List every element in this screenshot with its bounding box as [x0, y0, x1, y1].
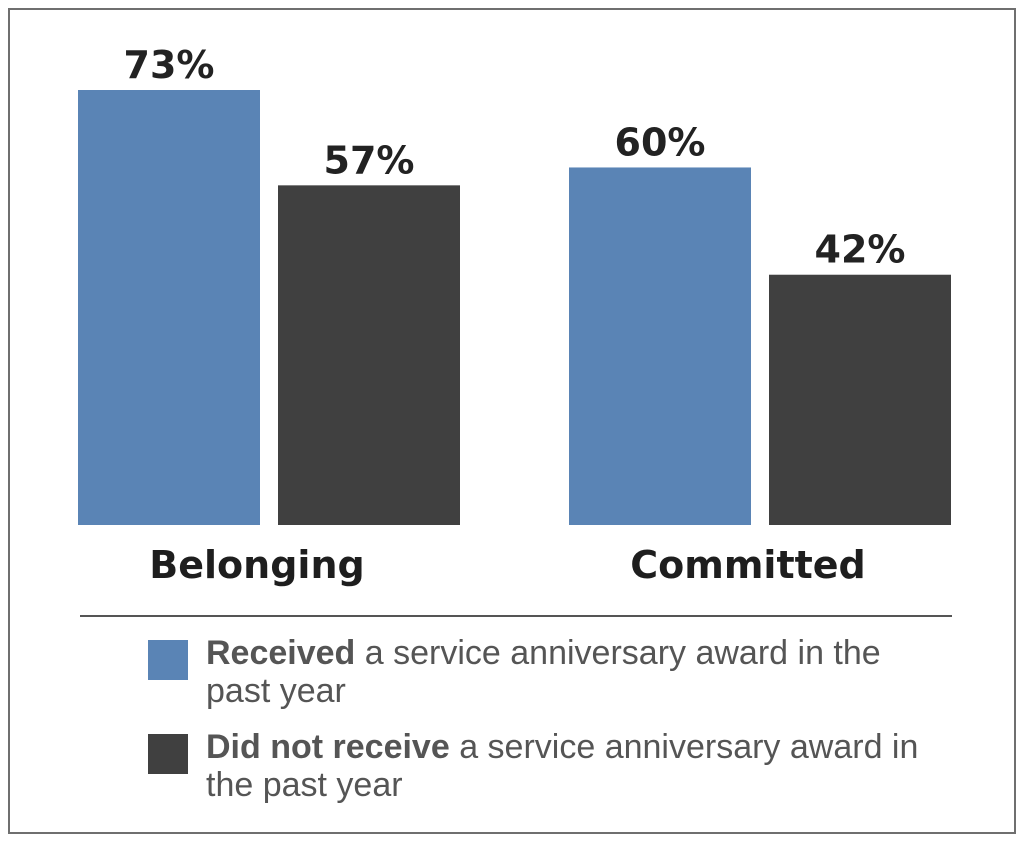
legend-divider — [80, 615, 952, 617]
category-label-belonging: Belonging — [149, 543, 364, 587]
bar-committed-received — [569, 167, 751, 525]
legend-text-received: Received a service anniversary award in … — [206, 634, 926, 710]
bar-belonging-not-received — [278, 185, 460, 525]
bar-chart: 73% 57% Belonging 60% 42% Committed — [78, 43, 951, 587]
legend-swatch-not-received — [148, 734, 188, 774]
data-label-belonging-received: 73% — [124, 43, 215, 87]
category-label-committed: Committed — [630, 543, 866, 587]
bar-committed-not-received — [769, 274, 951, 525]
legend-swatch-received — [148, 640, 188, 680]
data-label-committed-received: 60% — [615, 120, 706, 164]
legend-text-not-received: Did not receive a service anniversary aw… — [206, 728, 926, 804]
legend-bold-not-received: Did not receive — [206, 728, 450, 766]
legend-rest-not-received: a service anniversary award in the past … — [206, 728, 919, 804]
bar-belonging-received — [78, 90, 260, 525]
legend-bold-received: Received — [206, 634, 356, 672]
legend-rest-received: a service anniversary award in the past … — [206, 634, 881, 710]
data-label-belonging-not-received: 57% — [324, 138, 415, 182]
data-label-committed-not-received: 42% — [815, 228, 906, 272]
